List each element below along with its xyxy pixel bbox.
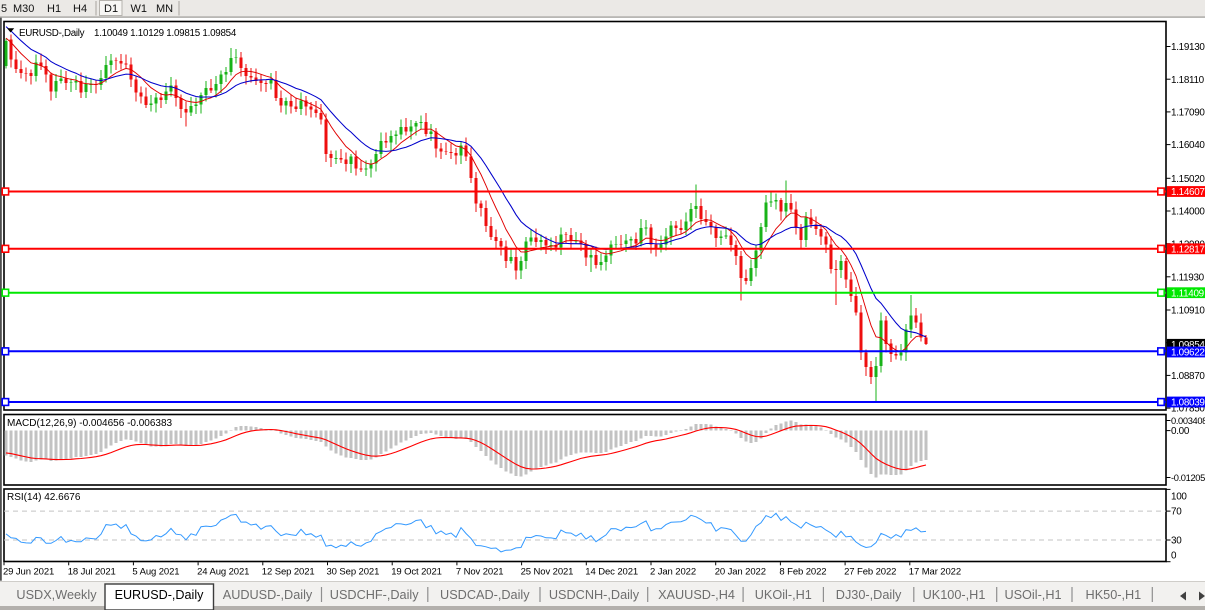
svg-text:5: 5 [1,3,7,15]
svg-text:USDCNH-,Daily: USDCNH-,Daily [549,588,640,602]
svg-text:30: 30 [1171,536,1182,547]
svg-text:2 Jan 2022: 2 Jan 2022 [650,567,696,578]
svg-text:1.18110: 1.18110 [1171,75,1205,86]
svg-text:1.19130: 1.19130 [1171,42,1205,53]
svg-text:5 Aug 2021: 5 Aug 2021 [132,567,179,578]
svg-text:H4: H4 [73,3,87,15]
svg-text:1.09622: 1.09622 [1171,348,1205,359]
svg-text:70: 70 [1171,507,1182,518]
svg-text:1.16040: 1.16040 [1171,140,1205,151]
svg-text:0.00: 0.00 [1171,426,1190,437]
svg-text:1.12817: 1.12817 [1171,244,1205,255]
svg-text:D1: D1 [104,3,118,15]
svg-text:-0.01205: -0.01205 [1171,473,1205,483]
svg-text:1.11409: 1.11409 [1171,288,1205,299]
svg-text:1.14000: 1.14000 [1171,207,1205,218]
svg-text:0.003408: 0.003408 [1171,416,1205,426]
svg-text:1.07850: 1.07850 [1171,404,1205,415]
svg-text:1.11930: 1.11930 [1171,272,1205,283]
svg-text:1.09854: 1.09854 [1171,340,1205,351]
svg-text:17 Mar 2022: 17 Mar 2022 [909,567,961,578]
svg-text:UKOil-,H1: UKOil-,H1 [755,588,812,602]
svg-text:12 Sep 2021: 12 Sep 2021 [262,567,315,578]
svg-text:1.10049 1.10129 1.09815 1.0985: 1.10049 1.10129 1.09815 1.09854 [94,28,237,39]
svg-text:EURUSD-,Daily: EURUSD-,Daily [115,588,205,602]
svg-text:USDCAD-,Daily: USDCAD-,Daily [440,588,530,602]
svg-text:19 Oct 2021: 19 Oct 2021 [391,567,442,578]
svg-text:20 Jan 2022: 20 Jan 2022 [715,567,766,578]
svg-text:1.08039: 1.08039 [1171,398,1205,409]
svg-text:USOil-,H1: USOil-,H1 [1004,588,1061,602]
svg-text:USDX,Weekly: USDX,Weekly [16,588,97,602]
svg-text:8 Feb 2022: 8 Feb 2022 [779,567,826,578]
svg-text:UK100-,H1: UK100-,H1 [923,588,986,602]
svg-text:7 Nov 2021: 7 Nov 2021 [456,567,504,578]
svg-text:HK50-,H1: HK50-,H1 [1086,588,1142,602]
svg-text:27 Feb 2022: 27 Feb 2022 [844,567,896,578]
svg-text:1.15020: 1.15020 [1171,174,1205,185]
svg-text:EURUSD-,Daily: EURUSD-,Daily [19,28,85,39]
svg-text:W1: W1 [131,3,148,15]
svg-text:1.08870: 1.08870 [1171,371,1205,382]
svg-text:MACD(12,26,9) -0.004656 -0.006: MACD(12,26,9) -0.004656 -0.006383 [7,418,173,429]
svg-text:1.14607: 1.14607 [1171,187,1205,198]
svg-text:DJ30-,Daily: DJ30-,Daily [836,588,902,602]
svg-text:25 Nov 2021: 25 Nov 2021 [521,567,574,578]
svg-text:AUDUSD-,Daily: AUDUSD-,Daily [223,588,313,602]
svg-text:30 Sep 2021: 30 Sep 2021 [327,567,380,578]
svg-text:M30: M30 [13,3,34,15]
svg-text:100: 100 [1171,491,1187,502]
svg-text:XAUUSD-,H4: XAUUSD-,H4 [658,588,735,602]
svg-text:H1: H1 [47,3,61,15]
svg-text:1.17090: 1.17090 [1171,108,1205,119]
svg-text:18 Jul 2021: 18 Jul 2021 [68,567,116,578]
svg-text:1.10910: 1.10910 [1171,306,1205,317]
svg-text:USDCHF-,Daily: USDCHF-,Daily [330,588,419,602]
svg-text:0: 0 [1171,550,1177,561]
svg-text:14 Dec 2021: 14 Dec 2021 [585,567,638,578]
svg-text:MN: MN [156,3,173,15]
svg-text:29 Jun 2021: 29 Jun 2021 [3,567,54,578]
svg-text:24 Aug 2021: 24 Aug 2021 [197,567,249,578]
svg-text:RSI(14) 42.6676: RSI(14) 42.6676 [7,492,81,503]
